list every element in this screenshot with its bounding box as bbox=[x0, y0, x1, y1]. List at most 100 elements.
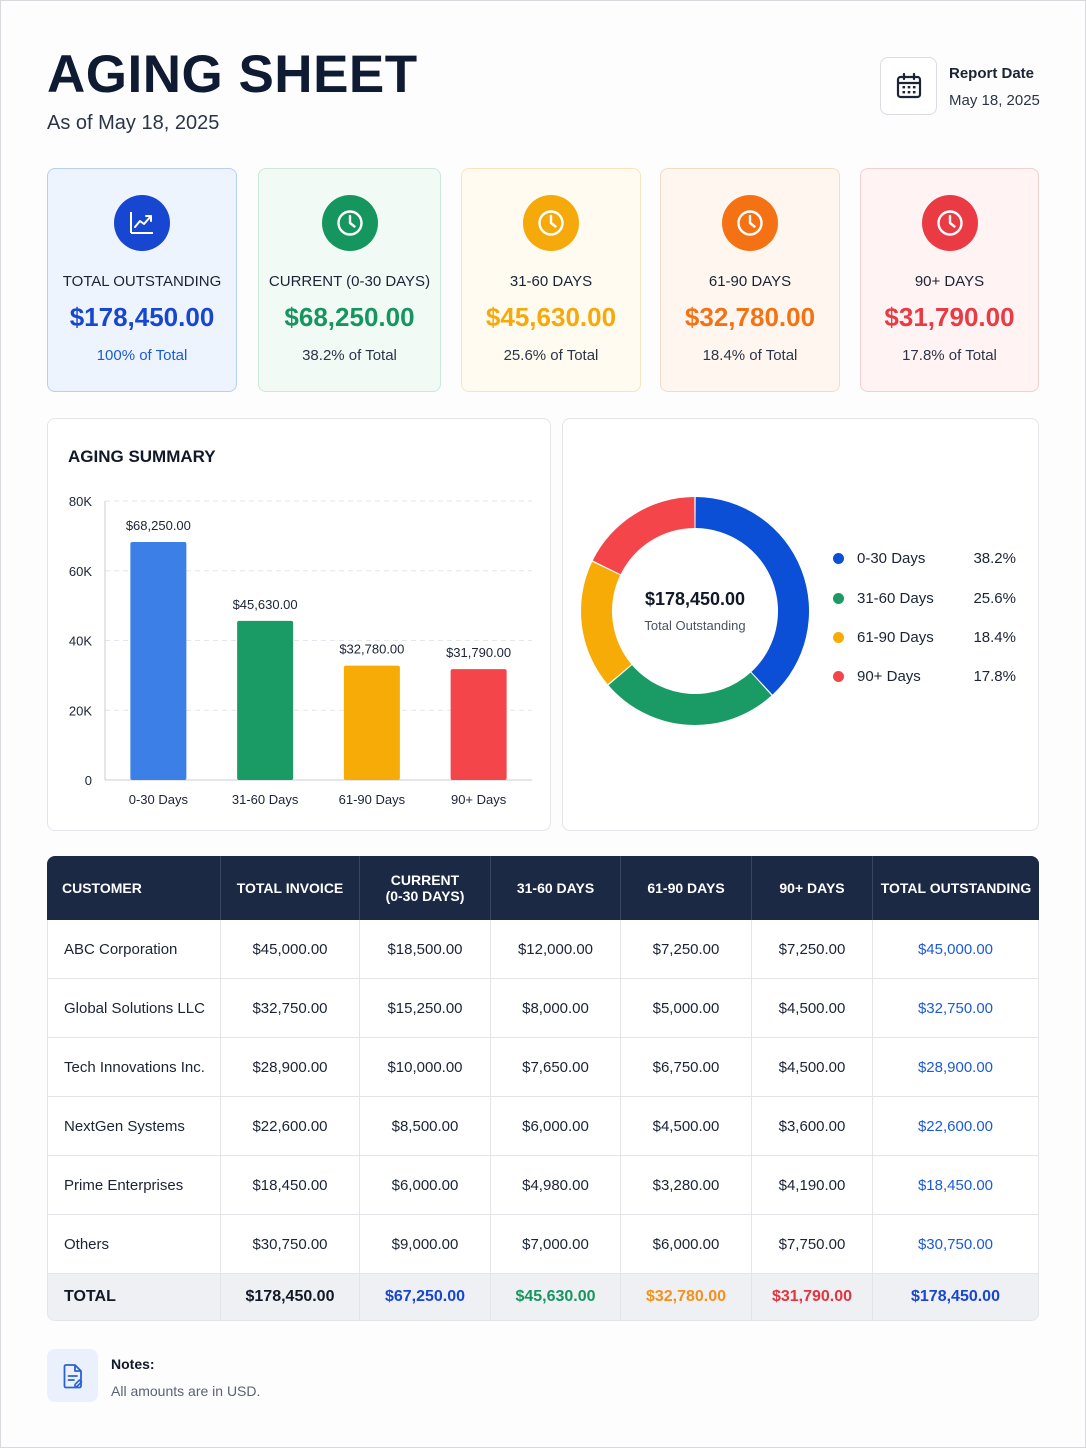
cell-31-60: $6,000.00 bbox=[491, 1097, 621, 1156]
legend-label: 61-90 Days bbox=[857, 629, 934, 646]
cell-total-invoice: $18,450.00 bbox=[221, 1156, 360, 1215]
cell-61-90: $7,250.00 bbox=[621, 920, 752, 979]
table-header-row: CUSTOMER TOTAL INVOICE CURRENT (0-30 DAYS… bbox=[47, 856, 1039, 920]
cell-total-invoice: $30,750.00 bbox=[221, 1215, 360, 1274]
page-title: AGING SHEET bbox=[47, 45, 418, 104]
aging-bar-chart: 0 20K 40K 60K 80K $68,250.00 0-30 Days $45,630.… bbox=[69, 494, 532, 807]
notes-text: All amounts are in USD. bbox=[111, 1383, 261, 1399]
cell-61-90: $5,000.00 bbox=[621, 979, 752, 1038]
kpi-icon-circle bbox=[921, 195, 978, 251]
cell-31-60: $7,000.00 bbox=[491, 1215, 621, 1274]
col-header-current: CURRENT (0-30 DAYS) bbox=[360, 856, 491, 920]
table-row: ABC Corporation $45,000.00 $18,500.00 $12,0… bbox=[47, 920, 1039, 979]
aging-summary-panel: AGING SUMMARY 0 20K 40K 60K 80K $68,250.00 0-3… bbox=[47, 418, 551, 831]
kpi-percent: 38.2% of Total bbox=[302, 347, 397, 364]
donut-slice-0-30-days bbox=[695, 497, 809, 695]
bar-data-label: $45,630.00 bbox=[233, 597, 298, 612]
legend-dot bbox=[833, 671, 844, 682]
legend-dot bbox=[833, 593, 844, 604]
legend-dot bbox=[833, 553, 844, 564]
donut-slice-90-days bbox=[592, 497, 695, 575]
cell-total-invoice: $22,600.00 bbox=[221, 1097, 360, 1156]
cell-current: $10,000.00 bbox=[360, 1038, 491, 1097]
y-tick-label: 80K bbox=[69, 494, 92, 509]
cell-90-plus: $7,250.00 bbox=[752, 920, 873, 979]
kpi-card-current: CURRENT (0-30 DAYS) $68,250.00 38.2% of To… bbox=[258, 168, 441, 392]
kpi-amount: $68,250.00 bbox=[284, 302, 415, 332]
notes-title: Notes: bbox=[111, 1356, 155, 1372]
table-row: Others $30,750.00 $9,000.00 $7,000.00 $6,000… bbox=[47, 1215, 1039, 1274]
kpi-label: CURRENT (0-30 DAYS) bbox=[268, 273, 431, 290]
cell-customer: NextGen Systems bbox=[47, 1097, 221, 1156]
cell-total-outstanding: $32,750.00 bbox=[873, 979, 1039, 1038]
legend-dot bbox=[833, 632, 844, 643]
table-row: NextGen Systems $22,600.00 $8,500.00 $6,000… bbox=[47, 1097, 1039, 1156]
report-date-value: May 18, 2025 bbox=[949, 92, 1040, 109]
legend-label: 31-60 Days bbox=[857, 590, 934, 607]
bar-0-30-days bbox=[130, 541, 187, 780]
calendar-icon bbox=[896, 72, 921, 99]
kpi-amount: $32,780.00 bbox=[684, 302, 816, 332]
cell-61-90: $6,750.00 bbox=[621, 1038, 752, 1097]
bar-90-days bbox=[450, 669, 507, 780]
cell-61-90: $3,280.00 bbox=[621, 1156, 752, 1215]
legend-item: 90+ Days bbox=[833, 668, 921, 685]
kpi-icon-circle bbox=[722, 195, 778, 251]
clock-icon bbox=[936, 210, 963, 236]
legend-item: 31-60 Days bbox=[833, 590, 934, 607]
donut-center-label: Total Outstanding bbox=[644, 618, 745, 633]
report-date-button[interactable] bbox=[880, 57, 937, 115]
cell-total-outstanding: $30,750.00 bbox=[873, 1215, 1039, 1274]
total-cell-customer: TOTAL bbox=[47, 1274, 221, 1321]
cell-current: $9,000.00 bbox=[360, 1215, 491, 1274]
cell-total-outstanding: $22,600.00 bbox=[873, 1097, 1039, 1156]
kpi-icon-circle bbox=[523, 195, 579, 251]
cell-total-outstanding: $18,450.00 bbox=[873, 1156, 1039, 1215]
notes-icon-box bbox=[47, 1349, 98, 1402]
kpi-icon-circle bbox=[114, 195, 170, 251]
y-tick-label: 20K bbox=[69, 703, 92, 718]
col-header-current-line1: CURRENT bbox=[390, 872, 460, 888]
total-cell-90-plus: $31,790.00 bbox=[752, 1274, 873, 1321]
kpi-amount: $45,630.00 bbox=[485, 302, 617, 332]
cell-90-plus: $4,500.00 bbox=[752, 1038, 873, 1097]
kpi-icon-circle bbox=[321, 195, 378, 251]
cell-current: $18,500.00 bbox=[360, 920, 491, 979]
cell-customer: Others bbox=[47, 1215, 221, 1274]
col-header-current-line2: (0-30 DAYS) bbox=[385, 888, 465, 904]
col-header-customer: CUSTOMER bbox=[47, 856, 221, 920]
legend-item: 0-30 Days bbox=[833, 550, 925, 567]
bar-31-60-days bbox=[237, 620, 294, 780]
kpi-card-d90: 90+ DAYS $31,790.00 17.8% of Total bbox=[860, 168, 1039, 392]
cell-90-plus: $3,600.00 bbox=[752, 1097, 873, 1156]
legend-label: 90+ Days bbox=[857, 668, 921, 685]
table-row: Prime Enterprises $18,450.00 $6,000.00 $4,9… bbox=[47, 1156, 1039, 1215]
col-header-total-outstanding: TOTAL OUTSTANDING bbox=[873, 856, 1039, 920]
col-header-61-90: 61-90 DAYS bbox=[621, 856, 752, 920]
cell-customer: Tech Innovations Inc. bbox=[47, 1038, 221, 1097]
legend-percent: 38.2% bbox=[973, 550, 1016, 567]
report-date-label: Report Date bbox=[949, 65, 1035, 82]
document-icon bbox=[63, 1363, 82, 1388]
legend-percent: 18.4% bbox=[973, 629, 1016, 646]
col-header-31-60: 31-60 DAYS bbox=[491, 856, 621, 920]
cell-customer: Global Solutions LLC bbox=[47, 979, 221, 1038]
legend-label: 0-30 Days bbox=[857, 550, 926, 567]
x-tick-label: 0-30 Days bbox=[129, 792, 189, 807]
legend-percent: 25.6% bbox=[973, 590, 1016, 607]
clock-icon bbox=[737, 210, 763, 236]
cell-current: $6,000.00 bbox=[360, 1156, 491, 1215]
table-row: Tech Innovations Inc. $28,900.00 $10,000.0… bbox=[47, 1038, 1039, 1097]
aging-summary-title: AGING SUMMARY bbox=[68, 447, 216, 466]
cell-total-invoice: $32,750.00 bbox=[221, 979, 360, 1038]
x-tick-label: 90+ Days bbox=[451, 792, 507, 807]
y-tick-label: 0 bbox=[85, 773, 92, 788]
bar-data-label: $32,780.00 bbox=[339, 642, 404, 657]
col-header-90-plus: 90+ DAYS bbox=[752, 856, 873, 920]
cell-total-outstanding: $28,900.00 bbox=[873, 1038, 1039, 1097]
kpi-percent: 17.8% of Total bbox=[902, 347, 997, 364]
bar-data-label: $31,790.00 bbox=[446, 645, 511, 660]
distribution-panel: $178,450.00 Total Outstanding 0-30 Days 38… bbox=[562, 418, 1039, 831]
cell-31-60: $4,980.00 bbox=[491, 1156, 621, 1215]
cell-customer: ABC Corporation bbox=[47, 920, 221, 979]
